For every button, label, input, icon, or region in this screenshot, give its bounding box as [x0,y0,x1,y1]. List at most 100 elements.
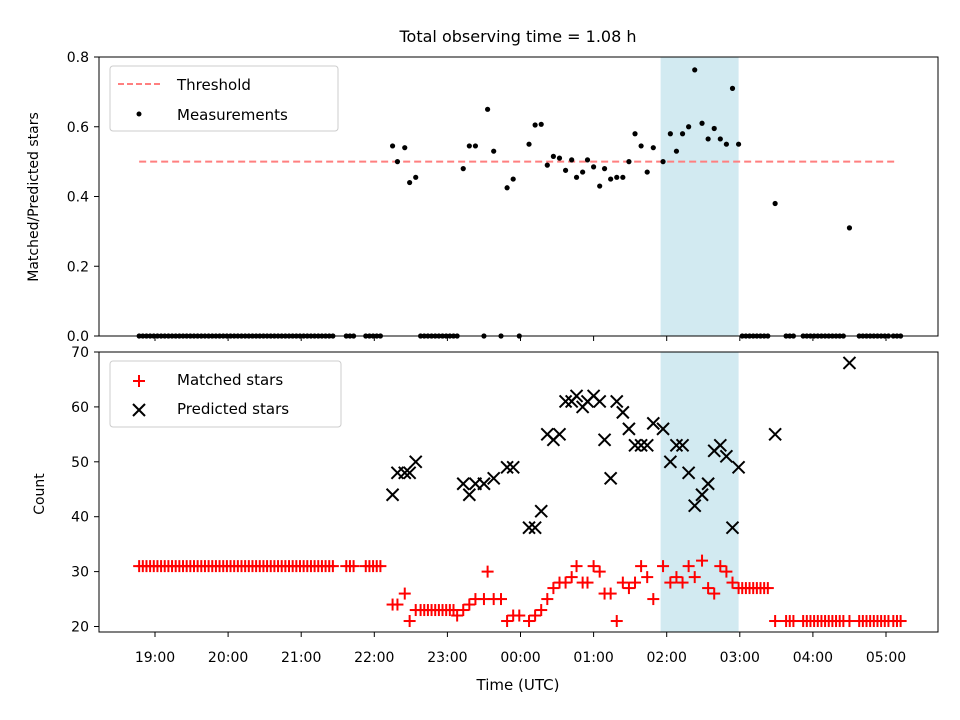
measurement-point [729,85,736,91]
matched-star-point [657,560,670,573]
matched-star-point [326,560,339,573]
measurement-point [644,169,650,175]
measurement-point [650,145,656,151]
top-y-ticks: 0.0 0.2 0.4 0.6 0.8 [67,50,99,345]
measurement-point [705,136,711,142]
predicted-star-point [695,488,709,502]
measurement-point [538,121,544,127]
legend-predicted-label: Predicted stars [177,400,289,418]
measurement-point [660,159,666,165]
predicted-star-point [669,438,684,453]
top-legend-box [109,65,339,132]
measurement-point [389,143,396,149]
measurement-point [591,164,597,170]
matched-star-point [501,615,514,628]
measurement-point [679,131,686,137]
measurement-point [620,174,626,180]
predicted-star-point [640,438,654,453]
matched-star-point [622,582,635,595]
measurement-point [532,122,538,128]
matched-star-point [629,576,642,589]
top-panel: 0.00.20.40.60.8 Matched/Predicted stars … [26,50,939,345]
predicted-star-point [646,416,661,431]
predicted-star-point [842,356,857,370]
matched-star-point [593,565,606,578]
measurement-point [584,157,591,163]
bottom-panel: 19:00 20:00 21:00 22:00 23:00 00:00 01:00 02:00… [32,345,939,694]
matched-star-point [463,598,476,611]
x-tick-label: 20:00 [208,650,248,666]
predicted-star-point [534,504,548,518]
bottom-axes-frame [98,351,939,633]
measurement-point [772,200,778,207]
top-y-tick-label: 0.0 [67,329,89,345]
measurement-point [632,131,638,137]
matched-star-point [708,587,721,600]
predicted-star-point [681,466,696,480]
measurement-point [846,225,853,231]
matched-star-point [714,560,727,573]
bottom-y-tick-label: 50 [71,455,89,471]
matched-star-point [616,576,629,589]
predicted-star-point [486,471,501,485]
measurement-point [626,159,632,165]
matched-star-point [403,615,416,628]
matched-star-point [761,582,774,595]
predicted-star-point [603,471,618,485]
bottom-y-axis-label: Count [32,473,48,515]
legend-measurements-swatch [136,111,142,117]
top-y-tick-label: 0.4 [67,190,89,206]
matched-star-point [587,560,600,573]
predicted-star-point [402,466,417,480]
measurement-point [735,141,742,147]
predicted-star-point [569,389,584,403]
matched-star-point [641,571,654,584]
chart-title: Total observing time = 1.08 h [398,27,636,46]
x-tick-label: 21:00 [281,650,321,666]
predicted-star-point [622,422,636,436]
matched-star-point [535,604,548,617]
bottom-legend-box [109,360,342,428]
measurement-point [692,67,698,73]
x-tick-label: 19:00 [135,650,175,666]
bottom-y-tick-label: 30 [71,565,89,581]
matched-stars-points [133,554,907,628]
legend-measurements-label: Measurements [177,106,288,124]
x-tick-label: 22:00 [354,650,394,666]
measurement-point [723,141,729,147]
predicted-star-point [409,455,423,469]
measurement-point [510,176,516,182]
top-y-tick-label: 0.8 [67,50,89,66]
bottom-y-tick-label: 60 [71,400,89,416]
predicted-star-point [610,394,624,409]
predicted-stars-points [385,356,857,535]
x-tick-label: 01:00 [573,650,613,666]
top-y-tick-label: 0.6 [67,120,89,136]
measurement-point [569,157,575,163]
predicted-star-point [385,488,400,502]
x-tick-label: 02:00 [647,650,687,666]
matched-star-point [702,582,715,595]
matched-star-point [347,560,360,573]
x-axis-label: Time (UTC) [476,676,560,694]
measurement-point [491,148,497,154]
predicted-star-point [500,460,514,475]
matched-star-point [682,560,695,573]
measurement-point [686,124,692,130]
matched-star-point [547,582,560,595]
matched-star-point [374,560,387,573]
predicted-star-point [462,488,477,502]
matched-star-point [559,576,572,589]
legend-predicted-swatch [132,403,146,417]
predicted-star-point [713,438,728,453]
matched-star-point [769,615,782,628]
matched-star-point [664,576,677,589]
bottom-y-tick-label: 20 [71,620,89,636]
measurement-point [550,153,556,159]
measurement-point [573,174,580,180]
matched-star-point [647,593,660,606]
predicted-star-point [522,520,536,535]
measurement-point [544,162,550,168]
measurement-point [711,125,717,132]
bottom-y-ticks: 20 30 40 50 60 70 [71,345,99,636]
